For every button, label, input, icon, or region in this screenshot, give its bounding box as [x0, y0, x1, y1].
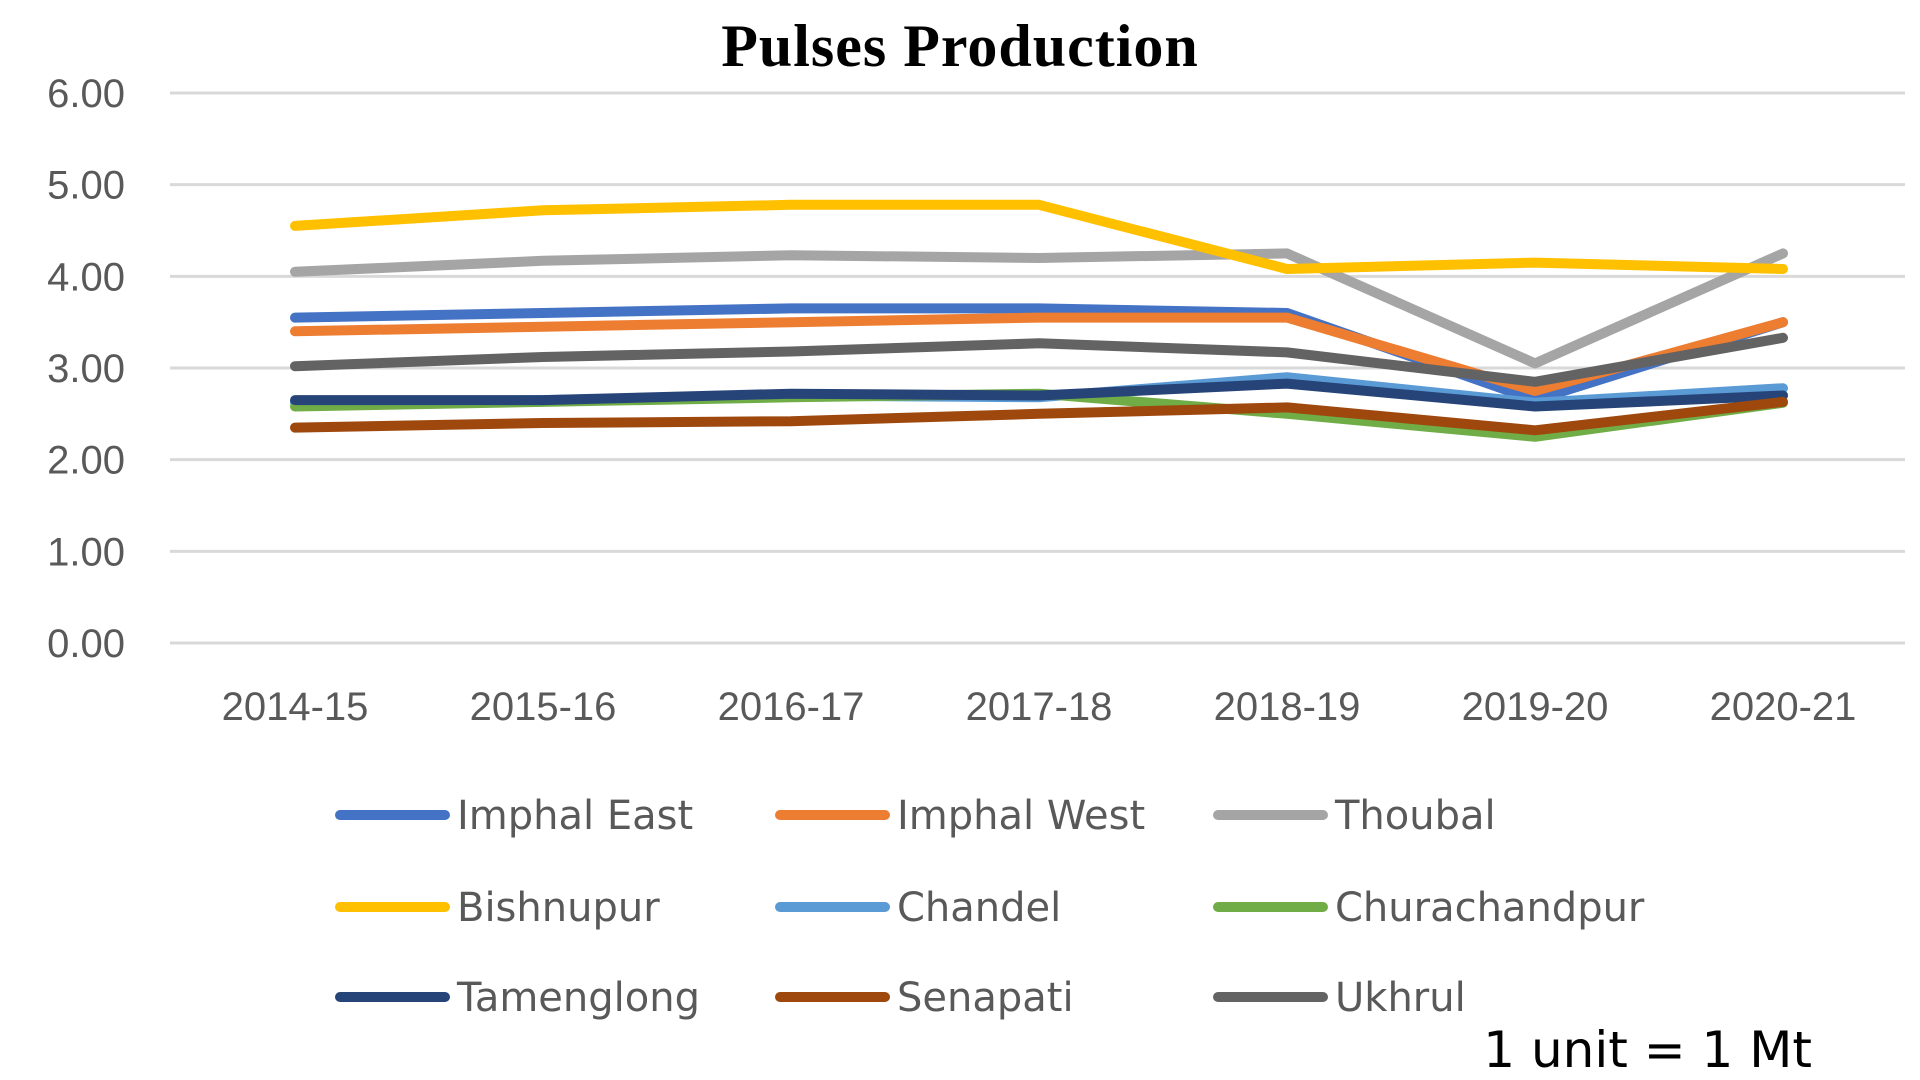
- x-axis-ticks: 2014-15 2015-16 2016-17 2017-18 2018-19 2019-…: [222, 685, 1857, 729]
- legend-label: Imphal West: [897, 793, 1145, 839]
- legend-label: Chandel: [897, 885, 1061, 931]
- legend-item-senapati: Senapati: [775, 975, 1074, 1021]
- legend-label: Bishnupur: [457, 885, 660, 931]
- legend: Imphal East Imphal West Thoubal Bishnupur Ch…: [335, 793, 1645, 1021]
- y-tick-label: 0.00: [47, 622, 125, 666]
- legend-item-tamenglong: Tamenglong: [335, 975, 700, 1021]
- legend-item-chandel: Chandel: [775, 885, 1061, 931]
- series-line-thoubal: [290, 248, 1788, 369]
- y-tick-label: 4.00: [47, 255, 125, 299]
- legend-label: Senapati: [897, 975, 1074, 1021]
- x-tick-label: 2019-20: [1462, 685, 1609, 729]
- series-line-bishnupur: [290, 199, 1788, 274]
- y-tick-label: 2.00: [47, 439, 125, 483]
- x-tick-label: 2014-15: [222, 685, 369, 729]
- legend-item-churachandpur: Churachandpur: [1213, 885, 1645, 931]
- series-line-senapati: [290, 396, 1788, 436]
- legend-item-imphal-west: Imphal West: [775, 793, 1145, 839]
- legend-item-imphal-east: Imphal East: [335, 793, 693, 839]
- y-tick-label: 3.00: [47, 347, 125, 391]
- chart-title: Pulses Production: [721, 13, 1199, 79]
- legend-label: Ukhrul: [1335, 975, 1466, 1021]
- legend-item-thoubal: Thoubal: [1213, 793, 1496, 839]
- unit-note: 1 unit = 1 Mt: [1483, 1021, 1812, 1079]
- x-tick-label: 2018-19: [1214, 685, 1361, 729]
- series-line-tamenglong: [290, 378, 1788, 412]
- legend-item-ukhrul: Ukhrul: [1213, 975, 1466, 1021]
- x-tick-label: 2016-17: [718, 685, 865, 729]
- series-line-imphal-west: [290, 312, 1788, 396]
- series-line-ukhrul: [290, 332, 1788, 387]
- x-tick-label: 2017-18: [966, 685, 1113, 729]
- gridlines: [170, 91, 1905, 645]
- legend-label: Thoubal: [1334, 793, 1496, 839]
- y-tick-label: 6.00: [47, 72, 125, 116]
- legend-label: Churachandpur: [1335, 885, 1645, 931]
- legend-label: Tamenglong: [456, 975, 700, 1021]
- legend-item-bishnupur: Bishnupur: [335, 885, 660, 931]
- series-lines: [290, 199, 1788, 442]
- y-tick-label: 1.00: [47, 530, 125, 574]
- y-tick-label: 5.00: [47, 164, 125, 208]
- y-axis-ticks: 0.00 1.00 2.00 3.00 4.00 5.00 6.00: [47, 72, 125, 666]
- legend-label: Imphal East: [457, 793, 693, 839]
- x-tick-label: 2020-21: [1710, 685, 1857, 729]
- x-tick-label: 2015-16: [470, 685, 617, 729]
